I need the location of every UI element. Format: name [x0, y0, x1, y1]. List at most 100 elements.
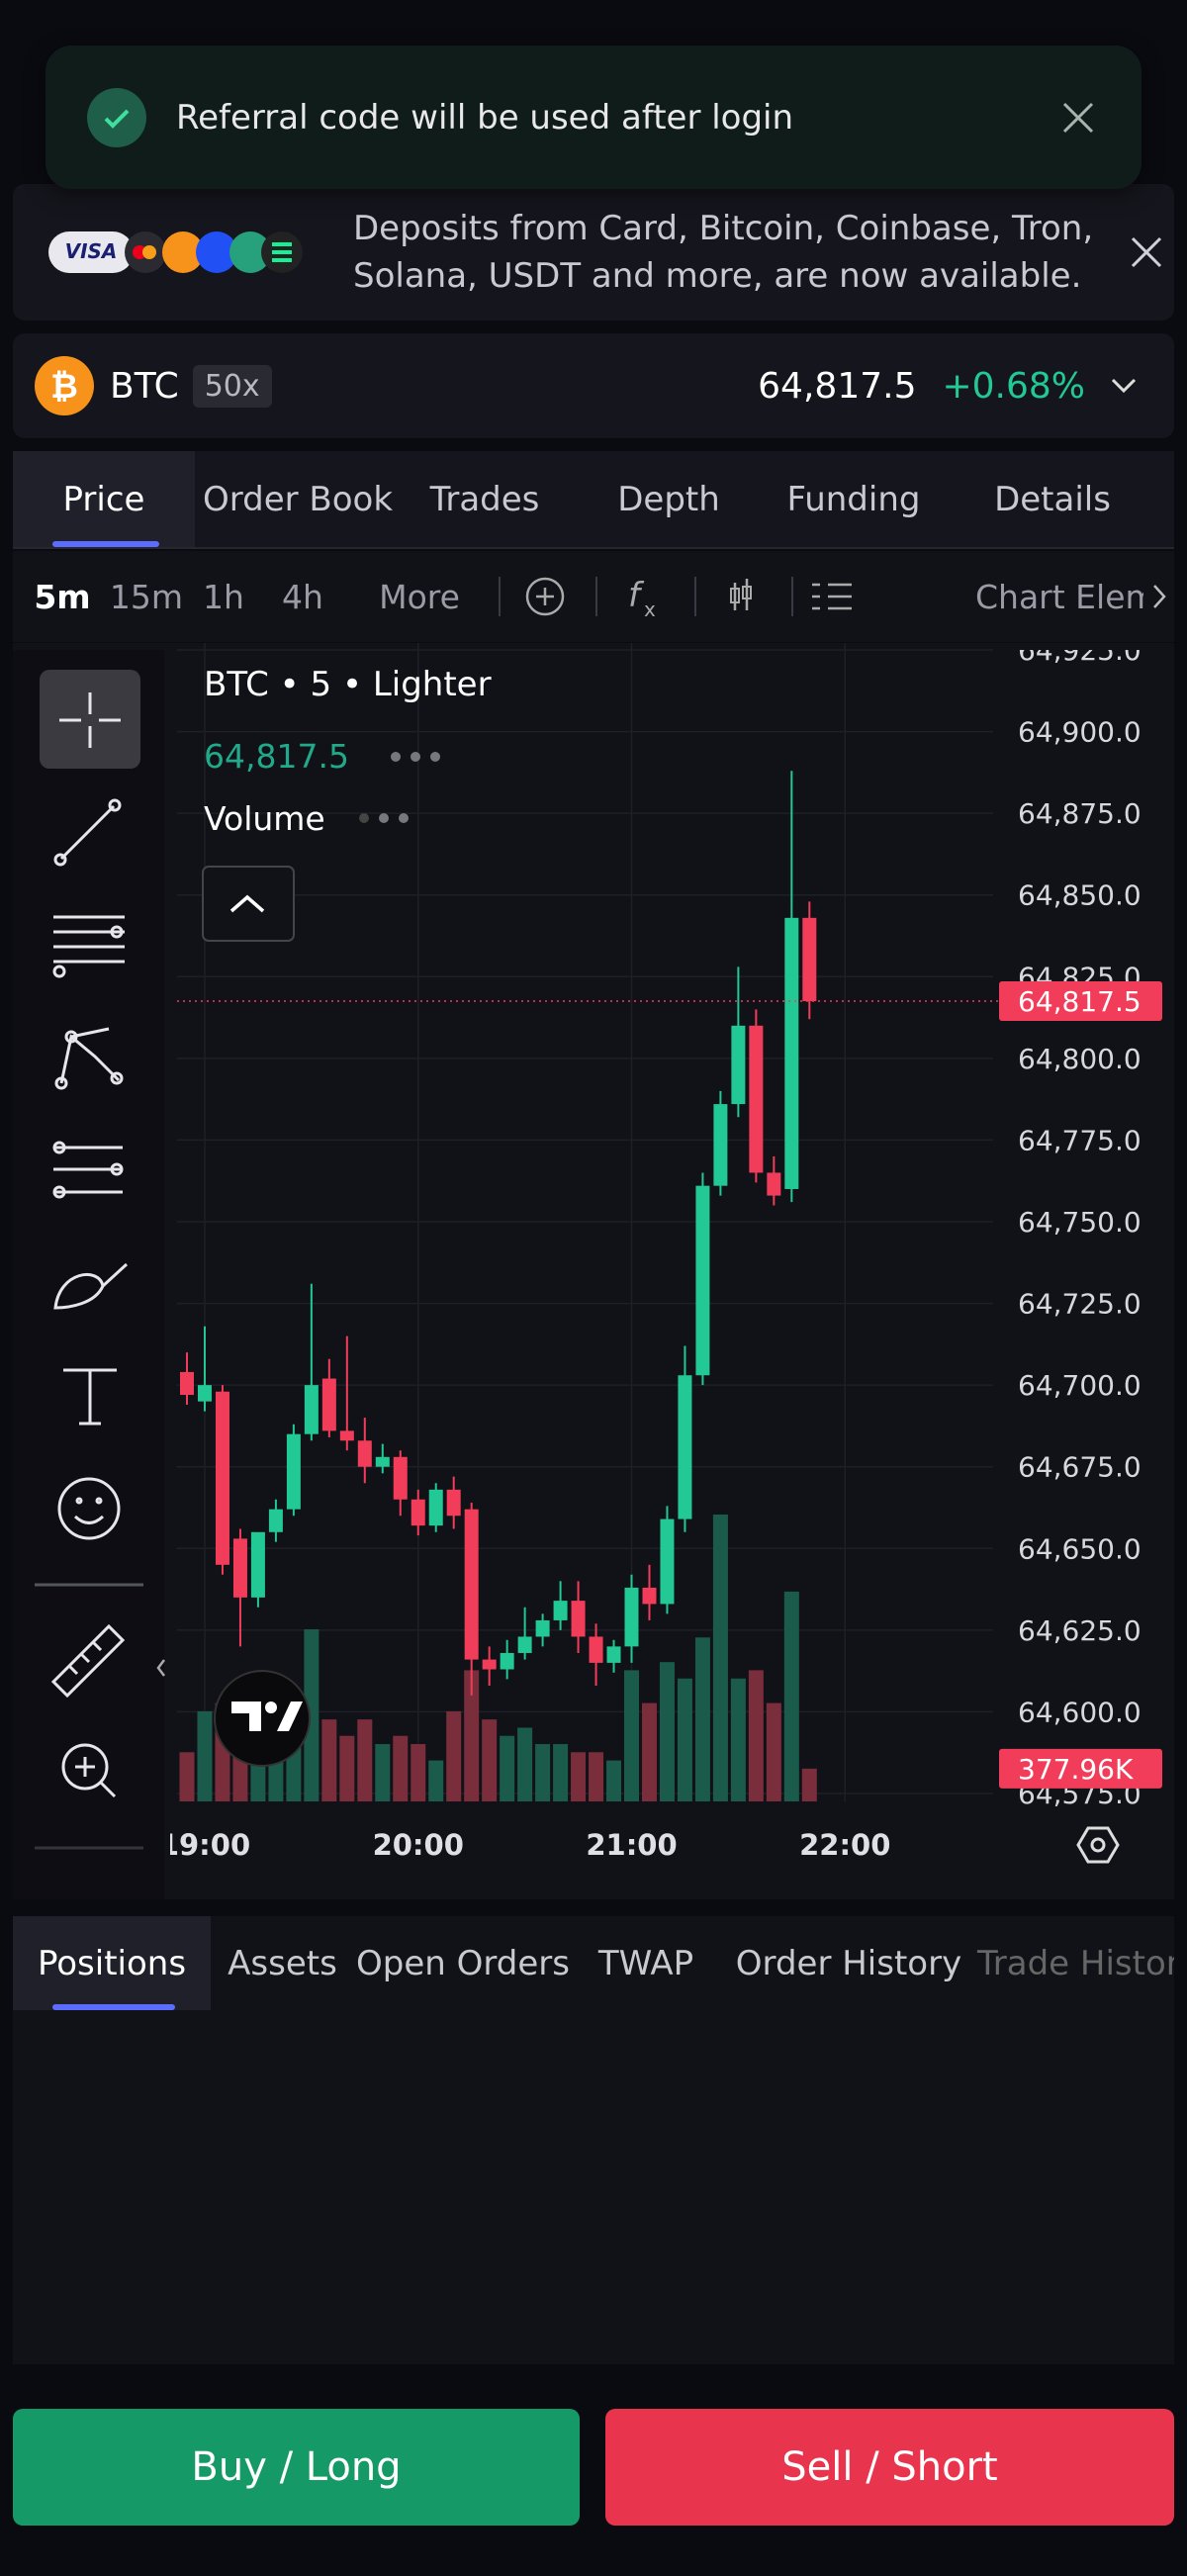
account-tab[interactable]: Order History [735, 1943, 962, 1983]
drawing-tools[interactable] [35, 670, 143, 1850]
tab[interactable]: Depth [617, 479, 720, 519]
volume-bar [500, 1735, 515, 1801]
toast: Referral code will be used after login [46, 46, 1141, 189]
candle-body [535, 1619, 550, 1637]
volume-bar [694, 1637, 710, 1801]
candle-body [678, 1375, 692, 1519]
candle-body [731, 1025, 746, 1105]
y-tick-label: 64,700.0 [1018, 1369, 1141, 1402]
chart-settings[interactable] [1076, 1826, 1120, 1864]
candle-body [304, 1385, 319, 1434]
volume-legend: Volume [204, 799, 325, 838]
x-tick-label: 21:00 [586, 1828, 677, 1862]
volume-bar [801, 1768, 817, 1801]
candle-body [482, 1659, 497, 1670]
price-tag-label: 64,817.5 [1018, 985, 1141, 1018]
volume-bar [482, 1719, 498, 1801]
account-tabs: Positions Assets Open Orders TWAP Order Hist… [13, 1916, 1174, 2010]
price-change: +0.68% [942, 365, 1085, 407]
volume-bar [783, 1591, 799, 1801]
account-tab[interactable]: TWAP [597, 1943, 694, 1983]
volume-bar [641, 1702, 657, 1801]
x-tick-label: 19:00 [159, 1828, 250, 1862]
chart-elements[interactable]: Chart Elements [975, 577, 1143, 616]
timeframe[interactable]: 15m [109, 577, 184, 616]
volume-bar [606, 1760, 622, 1801]
volume-bar [321, 1719, 337, 1801]
tab[interactable]: Details [994, 479, 1111, 519]
y-tick-label: 64,725.0 [1018, 1288, 1141, 1321]
candle-body [215, 1391, 229, 1565]
volume-bar [357, 1719, 373, 1801]
volume-bar [375, 1744, 391, 1801]
candle-body [446, 1489, 461, 1517]
candle-body [428, 1489, 443, 1526]
candle-body [375, 1456, 390, 1467]
candle-body [286, 1433, 301, 1510]
volume-bar [571, 1752, 587, 1801]
candle-body [589, 1636, 603, 1663]
timeframe[interactable]: 1h [203, 577, 244, 616]
candle-body [660, 1518, 675, 1605]
candle-body [464, 1509, 479, 1660]
volume-tag-label: 377.96K [1018, 1753, 1134, 1786]
candle-body [713, 1104, 728, 1186]
volume-bar [179, 1752, 195, 1801]
candle-body [606, 1646, 621, 1663]
volume-bar [411, 1744, 426, 1801]
timeframe[interactable]: 5m [34, 577, 91, 616]
candle-body [802, 917, 817, 1002]
price: 64,817.5 [758, 365, 917, 407]
account-tab[interactable]: Trade History [977, 1943, 1174, 1983]
ticker-bar[interactable]: ₿ BTC 50x 64,817.5 +0.68% [13, 333, 1174, 438]
y-tick-label: 64,925.0 [1018, 643, 1141, 667]
svg-text:f: f [628, 576, 645, 615]
svg-text:x: x [644, 598, 656, 621]
volume-bar [517, 1727, 533, 1801]
scroll-right[interactable] [1150, 582, 1170, 611]
legend-menu [359, 752, 440, 823]
y-tick-label: 64,850.0 [1018, 879, 1141, 912]
candle-body [180, 1371, 194, 1396]
y-tick-label: 64,800.0 [1018, 1043, 1141, 1075]
tab[interactable]: Order Book [202, 479, 394, 519]
account-tab[interactable]: Positions [13, 1916, 211, 2010]
tab[interactable]: Trades [429, 479, 540, 519]
account-tab[interactable]: Assets [228, 1943, 337, 1983]
close-toast[interactable] [1058, 98, 1098, 138]
x-tick-label: 20:00 [373, 1828, 464, 1862]
chart-panel [13, 643, 1174, 1899]
deposit-banner: VISA Deposits from Card, Bitcoin, Coinba… [13, 184, 1174, 321]
volume-bar [589, 1752, 604, 1801]
volume-bar [446, 1710, 462, 1801]
volume-bar [712, 1515, 728, 1801]
candle-body [500, 1652, 514, 1670]
y-tick-label: 64,900.0 [1018, 716, 1141, 749]
candle-body [321, 1378, 336, 1431]
tab[interactable]: Price [13, 451, 195, 547]
candle-body [232, 1538, 247, 1598]
legend-price: 64,817.5 [204, 737, 349, 776]
volume-bar [197, 1710, 213, 1801]
banner-message: Deposits from Card, Bitcoin, Coinbase, T… [353, 209, 1094, 296]
card-label: VISA [65, 239, 118, 263]
symbol: BTC [110, 365, 179, 407]
toast-message: Referral code will be used after login [176, 97, 794, 138]
timeframe[interactable]: 4h [282, 577, 323, 616]
timeframe[interactable]: More [379, 577, 460, 616]
chart-legend-title: BTC • 5 • Lighter [204, 665, 492, 704]
tab[interactable]: Funding [786, 479, 921, 519]
volume-bar [624, 1670, 639, 1801]
y-tick-label: 64,675.0 [1018, 1451, 1141, 1484]
collapse-toolbar[interactable] [156, 1659, 165, 1677]
buy-button[interactable]: Buy / Long [13, 2409, 580, 2526]
candle-body [411, 1499, 425, 1526]
collapse-legend[interactable] [202, 866, 295, 942]
close-banner[interactable] [1127, 232, 1166, 272]
sell-button[interactable]: Sell / Short [605, 2409, 1174, 2526]
volume-bar [659, 1662, 675, 1801]
candle-body [393, 1456, 408, 1500]
account-tab[interactable]: Open Orders [356, 1943, 570, 1983]
